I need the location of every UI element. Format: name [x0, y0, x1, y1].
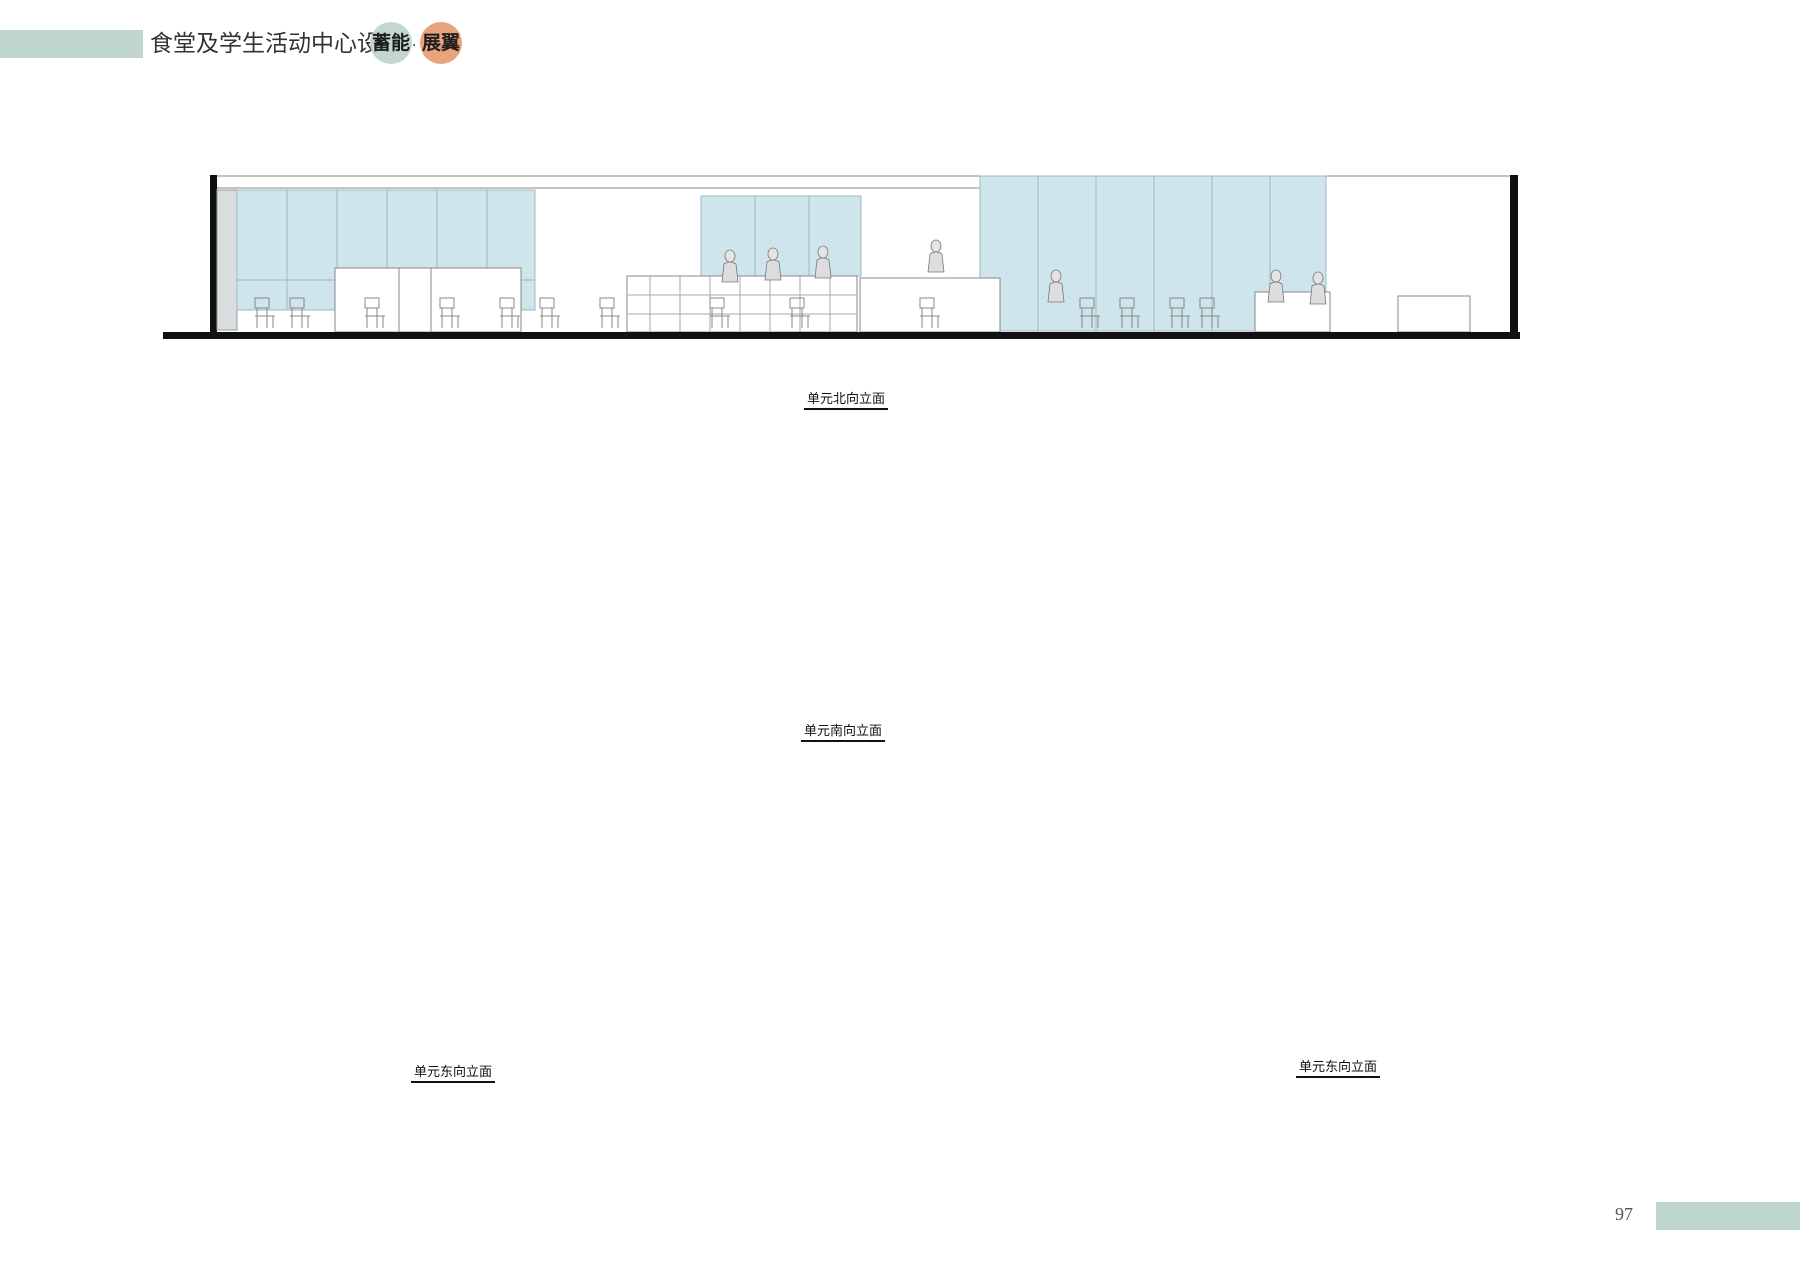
east-elevation-left-caption: 单元东向立面 — [411, 1061, 495, 1083]
header-badge-right: 展翼 — [420, 22, 462, 64]
north-elevation-caption: 单元北向立面 — [804, 388, 888, 410]
south-elevation-caption: 单元南向立面 — [801, 720, 885, 742]
east-elevation-right-caption: 单元东向立面 — [1296, 1056, 1380, 1078]
page-title: 食堂及学生活动中心设计 — [150, 31, 403, 57]
north-elevation — [163, 175, 1520, 339]
header-badge-left: 蓄能 — [370, 22, 412, 64]
page-number: 97 — [1615, 1204, 1633, 1224]
header-accent-bar — [0, 30, 143, 58]
header-separator: · — [412, 38, 417, 54]
footer-accent-bar — [1656, 1202, 1800, 1230]
